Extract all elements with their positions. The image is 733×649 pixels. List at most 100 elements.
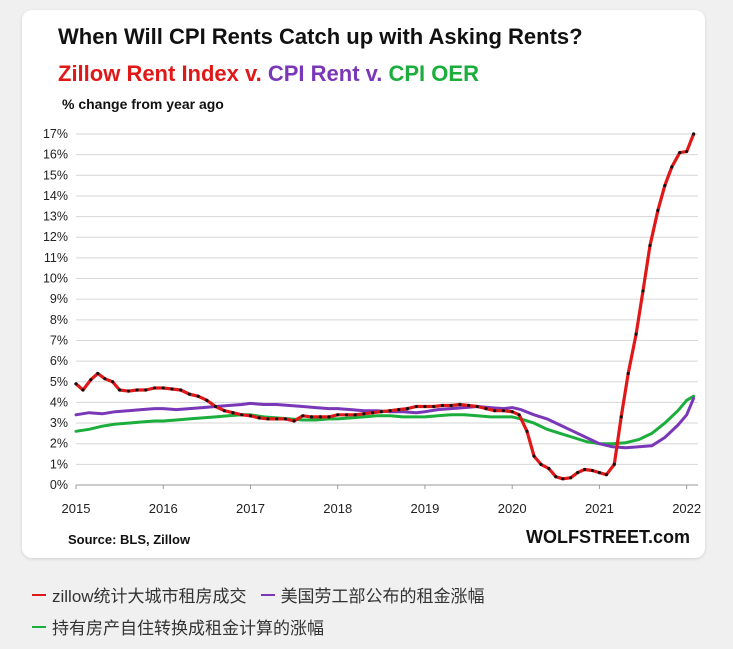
subtitle-cpi-rent: CPI Rent v. [267, 61, 383, 86]
x-tick-label: 2016 [149, 501, 178, 516]
y-tick-label: 3% [50, 416, 68, 430]
subtitle-zillow: Zillow Rent Index v. [58, 61, 262, 86]
cpi-oer-line [74, 394, 696, 446]
zillow-data-point [362, 412, 366, 416]
zillow-data-point [81, 388, 85, 392]
x-tick-label: 2019 [410, 501, 439, 516]
zillow-data-point [510, 410, 514, 414]
zillow-data-point [292, 419, 296, 423]
zillow-data-point [414, 404, 418, 409]
y-tick-label: 14% [43, 189, 68, 203]
y-tick-label: 17% [43, 127, 68, 141]
caption-legend-text: 美国劳工部公布的租金涨幅 [280, 587, 485, 606]
chart-title: When Will CPI Rents Catch up with Asking… [58, 24, 583, 49]
zillow-data-point [484, 407, 488, 411]
zillow-data-point [89, 378, 93, 382]
zillow-data-point [423, 404, 427, 409]
zillow-data-point [318, 415, 322, 419]
zillow-data-point [554, 475, 558, 479]
zillow-data-point [582, 467, 587, 472]
zillow-data-point [590, 468, 595, 473]
zillow-data-point [670, 165, 674, 169]
zillow-data-point [266, 417, 270, 421]
y-tick-label: 0% [50, 478, 68, 492]
line-chart: 0% 1% 2% 3% 4% 5% 6% 7% 8% 9% 10% 11% 12% 13% 14% 15% 16… [43, 127, 701, 516]
zillow-data-point [532, 454, 536, 458]
zillow-data-point [612, 462, 616, 466]
zillow-data-point [135, 388, 139, 392]
x-tick-label: 2017 [236, 501, 265, 516]
zillow-data-point [353, 413, 357, 417]
caption-legend-row-2: 持有房产自住转换成租金计算的涨幅 [32, 614, 338, 639]
y-tick-label: 12% [43, 230, 68, 244]
red-line-swatch-icon [32, 593, 46, 596]
zillow-data-point [231, 411, 235, 415]
y-tick-label: 5% [50, 375, 68, 389]
caption-legend-text: zillow统计大城市租房成交 [52, 587, 247, 606]
chart-card: When Will CPI Rents Catch up with Asking… [22, 10, 705, 558]
zillow-data-point [466, 403, 471, 408]
zillow-data-point [648, 243, 652, 248]
zillow-data-point [517, 413, 521, 417]
zillow-data-point [118, 388, 122, 392]
zillow-data-point [626, 371, 630, 376]
zillow-data-point [103, 377, 107, 381]
zillow-data-point [388, 409, 392, 413]
zillow-data-point [371, 411, 375, 415]
zillow-data-point [379, 410, 383, 414]
zillow-data-point [196, 394, 200, 398]
purple-line-swatch-icon [260, 593, 275, 596]
zillow-data-point [525, 429, 529, 433]
x-tick-label: 2018 [323, 501, 352, 516]
zillow-data-point [327, 415, 331, 419]
zillow-data-point [539, 462, 543, 466]
zillow-data-point [685, 149, 689, 154]
y-axis-label: % change from year ago [62, 96, 224, 112]
zillow-data-point [597, 471, 602, 475]
zillow-data-point [547, 466, 551, 471]
zillow-data-point [501, 409, 506, 413]
x-tick-label: 2021 [585, 501, 614, 516]
zillow-data-point [222, 409, 226, 413]
zillow-data-point [432, 404, 436, 409]
zillow-data-point [187, 392, 192, 396]
zillow-data-point [569, 476, 573, 480]
zillow-data-point [678, 150, 682, 155]
y-tick-label: 2% [50, 437, 68, 451]
zillow-data-point [440, 403, 444, 408]
source-label: Source: BLS, Zillow [68, 532, 191, 547]
y-tick-label: 16% [43, 148, 68, 162]
y-tick-label: 9% [50, 292, 68, 306]
x-tick-label: 2015 [62, 501, 91, 516]
brand-watermark: WOLFSTREET.com [525, 527, 690, 547]
zillow-data-point [111, 380, 115, 384]
zillow-data-point [692, 132, 696, 136]
zillow-data-point [561, 477, 565, 481]
zillow-data-point [309, 415, 314, 419]
y-tick-label: 11% [44, 251, 68, 265]
zillow-data-point [248, 414, 253, 418]
zillow-data-point [493, 409, 497, 413]
zillow-data-point [619, 415, 623, 419]
y-tick-label: 1% [50, 457, 68, 471]
zillow-data-point [144, 388, 148, 392]
caption-legend-text: 持有房产自住转换成租金计算的涨幅 [52, 619, 324, 638]
y-tick-label: 4% [50, 395, 68, 409]
caption-legend-item: zillow统计大城市租房成交 [32, 582, 247, 607]
zillow-data-point [576, 471, 580, 475]
zillow-data-point [161, 386, 165, 390]
zillow-data-point [449, 403, 453, 408]
zillow-data-point [604, 473, 609, 477]
zillow-data-point [641, 289, 645, 293]
green-line-swatch-icon [32, 625, 46, 628]
zillow-data-point [656, 208, 660, 212]
zillow-data-point [74, 382, 78, 386]
zillow-data-point [257, 416, 261, 420]
zillow-data-point [663, 184, 667, 188]
y-tick-label: 15% [43, 168, 68, 182]
zillow-data-point [283, 417, 287, 421]
zillow-data-point [170, 387, 174, 391]
zillow-data-point [301, 414, 305, 418]
zillow-data-point [405, 407, 410, 411]
zillow-data-point [96, 371, 100, 376]
